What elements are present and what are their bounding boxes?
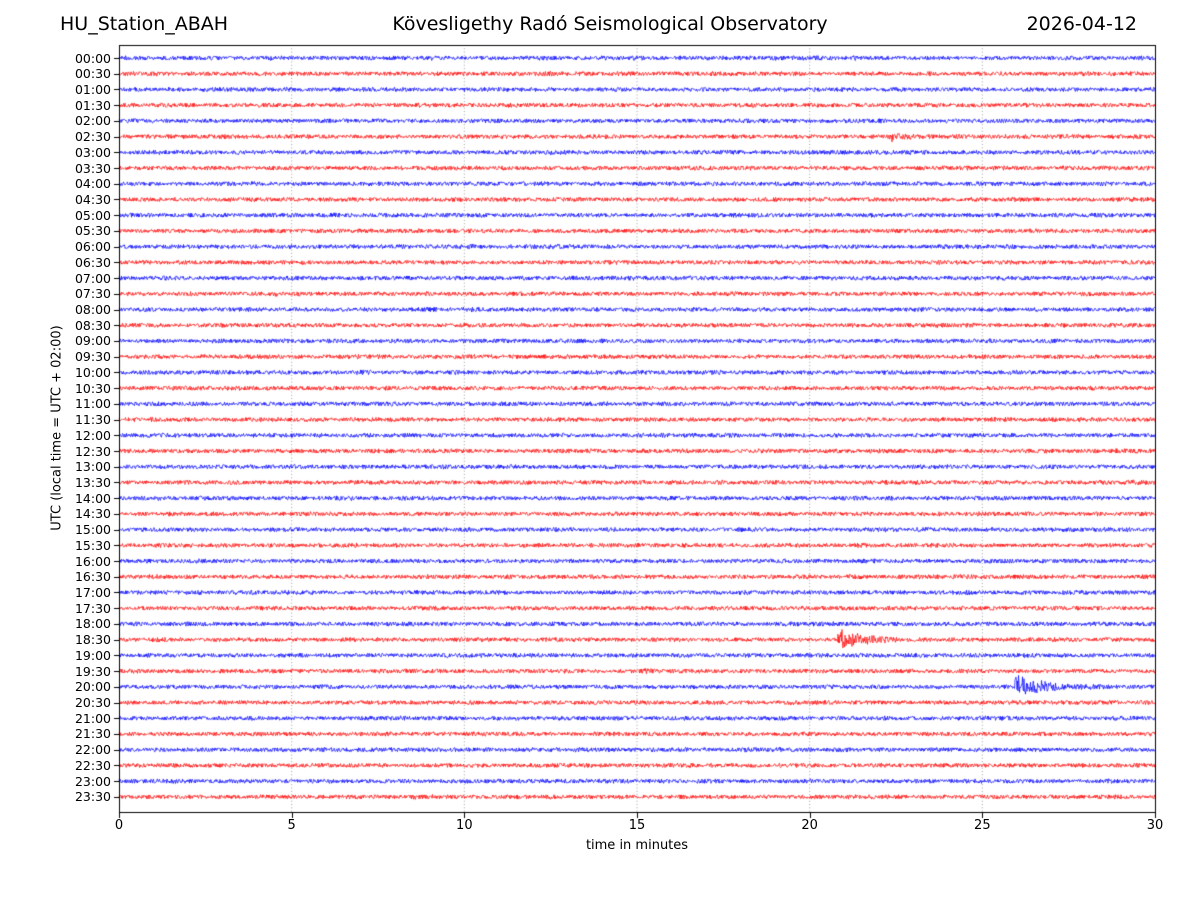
y-tick-label: 08:00 (74, 302, 111, 318)
y-tick-label: 07:00 (74, 270, 111, 286)
x-tick-label: 15 (628, 818, 646, 833)
y-tick-label: 23:30 (74, 789, 111, 805)
y-tick-label: 00:30 (74, 66, 111, 82)
y-tick-label: 04:30 (74, 191, 111, 207)
y-tick-label: 10:30 (74, 380, 111, 396)
y-tick-label: 19:30 (74, 663, 111, 679)
y-tick-label: 17:00 (74, 584, 111, 600)
y-tick-label: 16:30 (74, 569, 111, 585)
y-tick-label: 03:00 (74, 144, 111, 160)
y-tick-label: 18:00 (74, 616, 111, 632)
y-tick-label: 11:00 (74, 396, 111, 412)
x-tick-label: 5 (287, 818, 296, 833)
y-tick-label: 15:30 (74, 537, 111, 553)
y-tick-label: 16:00 (74, 553, 111, 569)
station-title: HU_Station_ABAH (60, 13, 229, 35)
y-tick-label: 12:30 (74, 443, 111, 459)
y-tick-label: 13:30 (74, 474, 111, 490)
x-tick-label: 10 (456, 818, 473, 833)
y-tick-label: 04:00 (74, 176, 111, 192)
y-tick-label: 09:30 (74, 349, 111, 365)
y-tick-label: 07:30 (74, 286, 111, 302)
y-tick-label: 02:30 (74, 129, 111, 145)
y-tick-label: 15:00 (74, 522, 111, 538)
x-axis-label: time in minutes (585, 838, 689, 853)
y-tick-label: 05:00 (74, 207, 111, 223)
x-tick-label: 30 (1146, 818, 1164, 833)
y-tick-label: 13:00 (74, 459, 111, 475)
y-tick-label: 08:30 (74, 317, 111, 333)
y-tick-label: 18:30 (74, 632, 111, 648)
y-tick-label: 14:00 (74, 490, 111, 506)
y-tick-label: 19:00 (74, 647, 111, 663)
observatory-title: Kövesligethy Radó Seismological Observat… (392, 13, 828, 35)
y-tick-label: 02:00 (74, 113, 111, 129)
y-tick-label: 22:30 (74, 757, 111, 773)
date-title: 2026-04-12 (1026, 13, 1137, 35)
y-tick-label: 06:30 (74, 254, 111, 270)
y-tick-label: 17:30 (74, 600, 111, 616)
y-tick-label: 20:30 (74, 695, 111, 711)
y-tick-label: 09:00 (74, 333, 111, 349)
x-tick-label: 25 (974, 818, 991, 833)
y-tick-label: 20:00 (74, 679, 111, 695)
y-tick-label: 21:00 (74, 710, 111, 726)
y-tick-label: 01:00 (74, 81, 111, 97)
y-tick-label: 12:00 (74, 427, 111, 443)
y-tick-label: 03:30 (74, 160, 111, 176)
y-tick-label: 06:00 (74, 239, 111, 255)
x-tick-label: 0 (114, 818, 124, 833)
y-tick-label: 14:30 (74, 506, 111, 522)
y-tick-label: 00:00 (74, 50, 111, 66)
y-tick-label: 23:00 (74, 773, 111, 789)
y-tick-label: 21:30 (74, 726, 111, 742)
y-tick-label: 10:00 (74, 364, 111, 380)
x-tick-label: 20 (801, 818, 818, 833)
y-tick-label: 05:30 (74, 223, 111, 239)
y-tick-label: 22:00 (74, 742, 111, 758)
y-tick-label: 01:30 (74, 97, 111, 113)
y-tick-label: 11:30 (74, 412, 111, 428)
